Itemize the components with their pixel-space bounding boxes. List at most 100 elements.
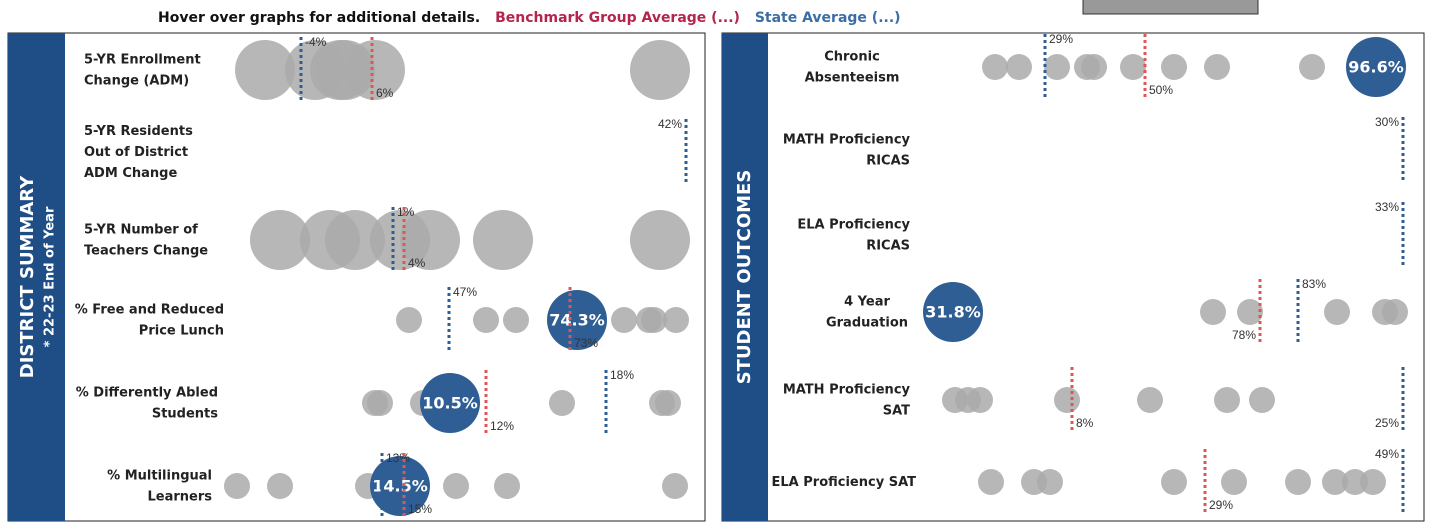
peer-district[interactable] — [267, 473, 293, 499]
row-label-line: % Multilingual — [107, 468, 212, 483]
row-label-line: Learners — [147, 489, 212, 504]
row-label-line: ADM Change — [84, 166, 177, 181]
peer-district[interactable] — [641, 307, 667, 333]
benchmark-legend[interactable]: Benchmark Group Average (...) — [495, 10, 740, 26]
reference-label: 47% — [453, 285, 477, 299]
peer-district[interactable] — [1342, 469, 1368, 495]
peer-district[interactable] — [503, 307, 529, 333]
row-label-line: MATH Proficiency — [783, 382, 911, 397]
reference-label: 15% — [408, 502, 432, 516]
reference-label: 73% — [574, 336, 598, 350]
peer-district[interactable] — [396, 307, 422, 333]
district-value: 74.3% — [549, 311, 605, 330]
panel-band — [722, 33, 768, 521]
reference-label: 42% — [658, 117, 682, 131]
peer-district[interactable] — [1120, 54, 1146, 80]
peer-district[interactable] — [1161, 54, 1187, 80]
row-label: ELA Proficiency SAT — [772, 475, 917, 490]
row-label-line: 4 Year — [844, 294, 890, 309]
row-label: MATH Proficiency RICAS — [783, 132, 911, 168]
peer-district[interactable] — [1204, 54, 1230, 80]
peer-district[interactable] — [1324, 299, 1350, 325]
peer-district[interactable] — [494, 473, 520, 499]
district-circle[interactable] — [420, 373, 480, 433]
row-label-line: Teachers Change — [84, 243, 208, 258]
peer-district[interactable] — [663, 307, 689, 333]
reference-label: 33% — [1375, 200, 1399, 214]
state-legend[interactable]: State Average (...) — [755, 10, 901, 26]
peer-district[interactable] — [1285, 469, 1311, 495]
peer-district[interactable] — [473, 210, 533, 270]
district-circle[interactable] — [923, 282, 983, 342]
peer-district[interactable] — [655, 390, 681, 416]
peer-district[interactable] — [1360, 469, 1386, 495]
row-label: % Multilingual Learners — [107, 468, 212, 504]
row-label-line: MATH Proficiency — [783, 132, 911, 147]
peer-district[interactable] — [1081, 54, 1107, 80]
peer-district[interactable] — [1044, 54, 1070, 80]
peer-district[interactable] — [235, 40, 295, 100]
filter-box[interactable] — [1082, 0, 1259, 15]
district-value: 10.5% — [422, 394, 478, 413]
peer-district[interactable] — [1214, 387, 1240, 413]
district-value: 96.6% — [1348, 58, 1404, 77]
hint: Hover over graphs for additional details… — [158, 10, 480, 26]
peer-district[interactable] — [1037, 469, 1063, 495]
reference-label: 8% — [1076, 416, 1094, 430]
peer-district[interactable] — [630, 40, 690, 100]
peer-district[interactable] — [1237, 299, 1263, 325]
row-label: % Differently Abled Students — [76, 385, 219, 421]
peer-district[interactable] — [345, 40, 405, 100]
panel-title: DISTRICT SUMMARY — [17, 175, 38, 378]
reference-label: 25% — [1375, 416, 1399, 430]
peer-district[interactable] — [1200, 299, 1226, 325]
peer-district[interactable] — [549, 390, 575, 416]
peer-district[interactable] — [611, 307, 637, 333]
peer-district[interactable] — [982, 54, 1008, 80]
peer-district[interactable] — [325, 210, 385, 270]
panel-band — [8, 33, 65, 521]
row-label-line: RICAS — [866, 238, 910, 253]
peer-district[interactable] — [1299, 54, 1325, 80]
row-label-line: Out of District — [84, 145, 188, 160]
peer-district[interactable] — [967, 387, 993, 413]
peer-district[interactable] — [1137, 387, 1163, 413]
reference-label: 29% — [1209, 498, 1233, 512]
row-label: 5-YR Residents Out of District ADM Change — [84, 124, 193, 181]
district-circle[interactable] — [547, 290, 607, 350]
peer-district[interactable] — [978, 469, 1004, 495]
panel-border — [7, 32, 706, 522]
peer-district[interactable] — [400, 210, 460, 270]
row-label: 5-YR Enrollment Change (ADM) — [84, 52, 201, 88]
peer-district[interactable] — [224, 473, 250, 499]
peer-district[interactable] — [367, 390, 393, 416]
peer-district[interactable] — [662, 473, 688, 499]
peer-district[interactable] — [1221, 469, 1247, 495]
reference-label: 12% — [490, 419, 514, 433]
peer-district[interactable] — [250, 210, 310, 270]
peer-district[interactable] — [1382, 299, 1408, 325]
district-circle[interactable] — [1346, 37, 1406, 97]
reference-label: 49% — [1375, 447, 1399, 461]
reference-label: 1% — [397, 205, 415, 219]
reference-label: 13% — [386, 451, 410, 465]
peer-district[interactable] — [1322, 469, 1348, 495]
peer-district[interactable] — [1249, 387, 1275, 413]
row-label-line: % Free and Reduced — [75, 302, 224, 317]
district-circle[interactable] — [370, 456, 430, 516]
peer-district[interactable] — [473, 307, 499, 333]
reference-label: 29% — [1049, 32, 1073, 46]
peer-district[interactable] — [443, 473, 469, 499]
peer-district[interactable] — [1054, 387, 1080, 413]
reference-label: 83% — [1302, 277, 1326, 291]
peer-district[interactable] — [1161, 469, 1187, 495]
peer-district[interactable] — [630, 210, 690, 270]
row-label-line: RICAS — [866, 153, 910, 168]
row-label: % Free and Reduced Price Lunch — [75, 302, 224, 338]
row-label-line: 5-YR Enrollment — [84, 52, 201, 67]
row-label-line: 5-YR Number of — [84, 222, 198, 237]
row-label: Chronic Absenteeism — [805, 49, 900, 85]
peer-district[interactable] — [1006, 54, 1032, 80]
row-label-line: Graduation — [826, 315, 908, 330]
